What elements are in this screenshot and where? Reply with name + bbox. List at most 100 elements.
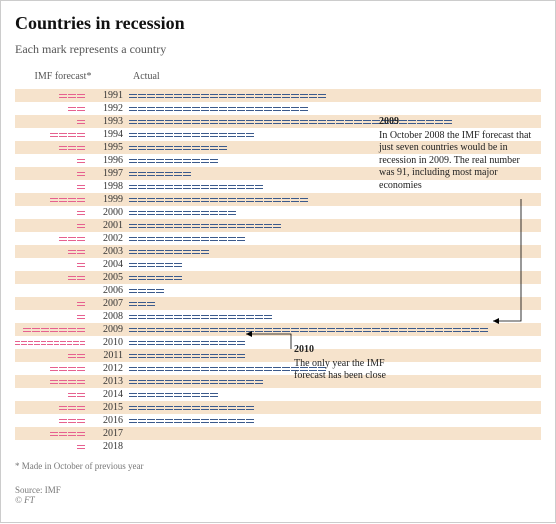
actual-tick (129, 118, 137, 126)
actual-tick (444, 326, 452, 334)
actual-tick (228, 92, 236, 100)
actual-tick (138, 222, 146, 230)
actual-tick (165, 404, 173, 412)
actual-tick (138, 417, 146, 425)
actual-tick (165, 378, 173, 386)
forecast-tick (77, 352, 85, 360)
actual-tick (219, 131, 227, 139)
forecast-tick (77, 300, 85, 308)
forecast-tick (68, 326, 76, 334)
actual-tick (201, 222, 209, 230)
actual-tick (156, 404, 164, 412)
actual-tick (201, 313, 209, 321)
actual-tick (210, 222, 218, 230)
actual-tick (237, 352, 245, 360)
actual-cell (129, 287, 541, 295)
forecast-tick (59, 144, 67, 152)
actual-tick (165, 313, 173, 321)
actual-tick (129, 196, 137, 204)
actual-cell (129, 209, 541, 217)
actual-tick (156, 144, 164, 152)
actual-tick (210, 313, 218, 321)
actual-tick (210, 118, 218, 126)
actual-tick (210, 352, 218, 360)
forecast-tick (68, 248, 76, 256)
actual-tick (327, 118, 335, 126)
actual-tick (165, 274, 173, 282)
actual-tick (174, 157, 182, 165)
forecast-tick (77, 196, 85, 204)
year-row-2014: 2014 (15, 388, 541, 401)
year-row-2017: 2017 (15, 427, 541, 440)
actual-tick (399, 326, 407, 334)
actual-tick (156, 196, 164, 204)
actual-tick (156, 131, 164, 139)
actual-tick (210, 365, 218, 373)
actual-tick (165, 92, 173, 100)
actual-tick (237, 235, 245, 243)
actual-tick (201, 248, 209, 256)
actual-tick (183, 352, 191, 360)
forecast-tick (23, 326, 31, 334)
year-label: 2006 (89, 285, 129, 296)
actual-tick (165, 339, 173, 347)
chart-subtitle: Each mark represents a country (15, 42, 541, 57)
actual-tick (165, 248, 173, 256)
actual-tick (138, 261, 146, 269)
year-label: 2007 (89, 298, 129, 309)
year-label: 2011 (89, 350, 129, 361)
actual-tick (273, 365, 281, 373)
actual-tick (165, 352, 173, 360)
actual-tick (435, 326, 443, 334)
forecast-tick (77, 443, 85, 451)
actual-tick (138, 118, 146, 126)
forecast-tick (77, 222, 85, 230)
actual-tick (273, 196, 281, 204)
forecast-tick (67, 339, 72, 347)
actual-header: Actual (133, 71, 160, 82)
actual-tick (219, 352, 227, 360)
year-row-2011: 2011 (15, 349, 541, 362)
actual-tick (192, 313, 200, 321)
actual-tick (291, 196, 299, 204)
forecast-tick (50, 365, 58, 373)
forecast-cell (15, 170, 89, 178)
actual-tick (156, 365, 164, 373)
actual-tick (174, 92, 182, 100)
actual-tick (183, 248, 191, 256)
actual-tick (129, 222, 137, 230)
year-label: 1994 (89, 129, 129, 140)
year-label: 1991 (89, 90, 129, 101)
annotation-2010: 2010 The only year the IMF forecast has … (294, 344, 414, 383)
actual-tick (237, 105, 245, 113)
actual-tick (147, 339, 155, 347)
actual-tick (138, 105, 146, 113)
actual-tick (219, 365, 227, 373)
actual-tick (174, 404, 182, 412)
actual-tick (183, 235, 191, 243)
actual-tick (246, 313, 254, 321)
actual-tick (174, 183, 182, 191)
actual-tick (156, 352, 164, 360)
forecast-cell (15, 417, 89, 425)
actual-tick (255, 313, 263, 321)
forecast-cell (15, 157, 89, 165)
actual-tick (210, 235, 218, 243)
actual-tick (318, 92, 326, 100)
actual-tick (237, 339, 245, 347)
actual-cell (129, 300, 541, 308)
actual-tick (210, 326, 218, 334)
actual-tick (255, 326, 263, 334)
actual-tick (138, 170, 146, 178)
forecast-tick (59, 417, 67, 425)
actual-tick (147, 417, 155, 425)
forecast-tick (77, 235, 85, 243)
year-label: 1999 (89, 194, 129, 205)
actual-tick (174, 326, 182, 334)
actual-tick (336, 326, 344, 334)
actual-tick (192, 326, 200, 334)
year-label: 2015 (89, 402, 129, 413)
actual-cell (129, 313, 541, 321)
actual-tick (129, 92, 137, 100)
actual-tick (129, 300, 137, 308)
